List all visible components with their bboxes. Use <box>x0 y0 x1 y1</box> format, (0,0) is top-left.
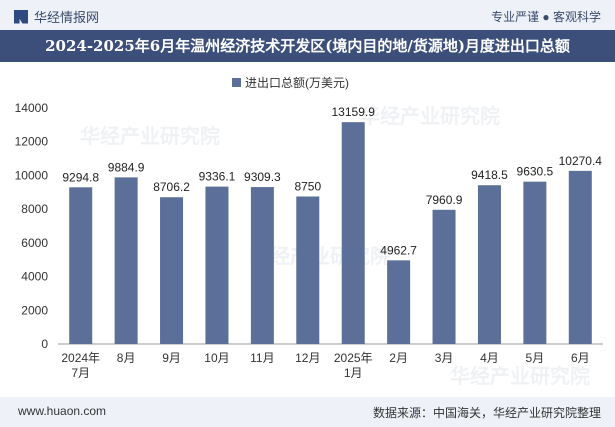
watermark: 华经产业研究院 <box>360 106 500 128</box>
value-labels: 9294.8 9884.9 8706.2 9336.1 9309.3 8750 13159.… <box>62 105 602 257</box>
x-tick-label: 1月 <box>344 366 363 380</box>
y-tick-label: 8000 <box>21 202 48 216</box>
x-tick-label: 10月 <box>204 351 229 365</box>
x-tick-label: 2024年 <box>61 351 100 365</box>
bar <box>387 260 411 344</box>
data-label: 9418.5 <box>471 168 508 182</box>
bar <box>205 186 229 344</box>
title-bar: 2024-2025年6月年温州经济技术开发区(境内目的地/货源地)月度进出口总额 <box>0 30 615 62</box>
bar <box>432 209 456 344</box>
legend-label: 进出口总额(万美元) <box>245 76 349 90</box>
y-tick-label: 14000 <box>15 101 49 115</box>
x-tick-label: 8月 <box>117 351 136 365</box>
footer-url[interactable]: www.huaon.com <box>18 404 107 418</box>
x-tick-label: 2025年 <box>334 351 373 365</box>
x-tick-label: 11月 <box>250 351 274 365</box>
footer: www.huaon.com 数据来源：中国海关，华经产业研究院整理 <box>0 397 615 427</box>
data-label: 7960.9 <box>426 193 463 207</box>
top-bar: 华经情报网 专业严谨 ● 客观科学 <box>0 0 615 30</box>
y-tick-label: 6000 <box>21 236 48 250</box>
x-tick-label: 9月 <box>162 351 181 365</box>
data-label: 4962.7 <box>380 243 417 257</box>
x-tick-label: 4月 <box>480 351 499 365</box>
x-tick-label: 7月 <box>71 366 90 380</box>
watermark: 华经产业研究院 <box>450 366 590 388</box>
y-tick-label: 2000 <box>21 303 48 317</box>
brand-icon <box>14 9 28 24</box>
legend-swatch <box>232 78 241 87</box>
x-tick-label: 3月 <box>435 351 454 365</box>
x-tick-label: 12月 <box>295 351 320 365</box>
brand-name: 华经情报网 <box>34 10 100 25</box>
data-label: 8750 <box>294 180 321 194</box>
watermark: 华经产业研究院 <box>80 126 220 148</box>
bar <box>477 185 501 344</box>
data-source: 数据来源：中国海关，华经产业研究院整理 <box>372 406 601 420</box>
y-tick-label: 0 <box>41 337 48 351</box>
data-label: 9336.1 <box>199 170 236 184</box>
x-tick-label: 2月 <box>389 351 408 365</box>
chart-legend: 进出口总额(万美元) <box>232 74 349 91</box>
bar <box>160 197 184 344</box>
bar <box>296 196 320 344</box>
bar <box>69 187 93 344</box>
chart-title: 2024-2025年6月年温州经济技术开发区(境内目的地/货源地)月度进出口总额 <box>45 37 570 55</box>
bar <box>114 177 138 344</box>
data-label: 9294.8 <box>62 170 99 184</box>
data-label: 9884.9 <box>108 160 145 174</box>
data-label: 9630.5 <box>517 165 554 179</box>
y-tick-label: 10000 <box>15 168 49 182</box>
y-tick-label: 12000 <box>15 135 49 149</box>
brand-logo: 华经情报网 <box>14 7 99 26</box>
slogan: 专业严谨 ● 客观科学 <box>491 10 601 24</box>
data-label: 13159.9 <box>332 105 376 119</box>
data-label: 8706.2 <box>153 180 190 194</box>
y-tick-label: 4000 <box>21 270 48 284</box>
bar <box>523 181 547 344</box>
bar <box>341 122 365 344</box>
data-label: 9309.3 <box>244 170 281 184</box>
bar <box>568 170 592 344</box>
y-axis: 0 2000 4000 6000 8000 10000 12000 14000 <box>15 101 603 351</box>
x-tick-label: 5月 <box>526 351 545 365</box>
data-label: 10270.4 <box>559 154 603 168</box>
bar <box>250 187 274 344</box>
bar-group <box>69 122 592 344</box>
x-tick-label: 6月 <box>571 351 590 365</box>
